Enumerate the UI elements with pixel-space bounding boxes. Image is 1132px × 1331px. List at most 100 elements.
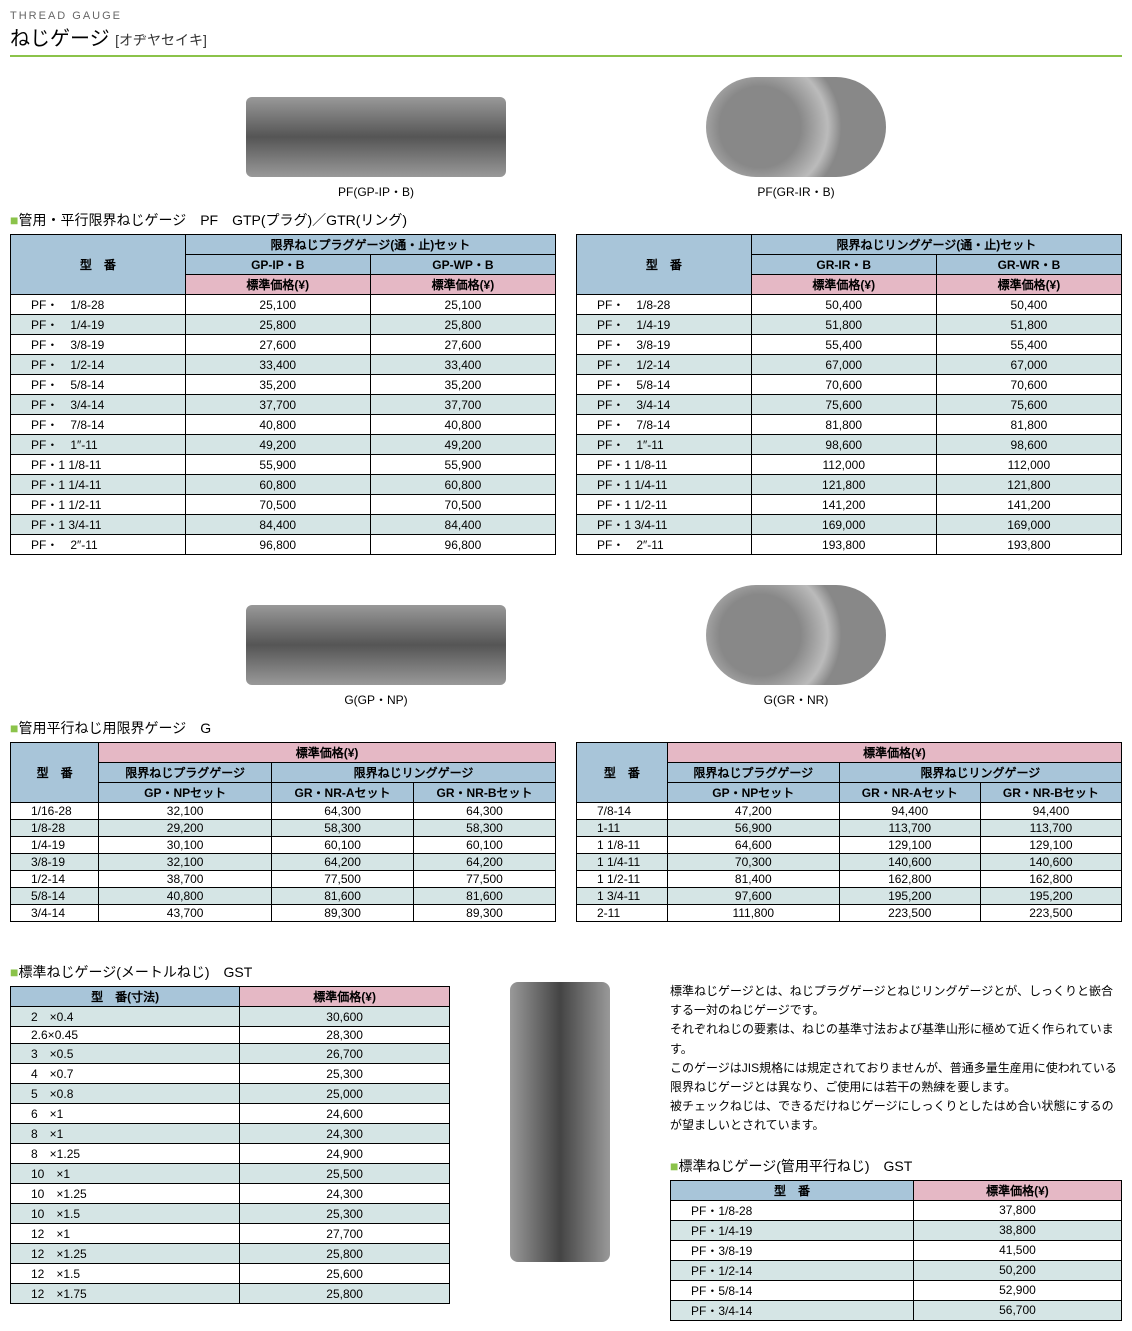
table-gst-metric: 型 番(寸法)標準価格(¥) 2 ×0.430,6002.6×0.4528,30… [10,986,450,1304]
table-cell: 5 ×0.8 [11,1084,240,1104]
table-cell: 169,000 [751,515,936,535]
table-row: 12 ×1.525,600 [11,1264,450,1284]
table-cell: 140,600 [839,854,980,871]
th-gst-price: 標準価格(¥) [240,987,450,1007]
table-cell: 37,700 [370,395,555,415]
table-cell: 49,200 [370,435,555,455]
table-cell: 113,700 [980,820,1121,837]
table-cell: 60,100 [414,837,556,854]
gauge-vertical-icon [510,982,610,1262]
th-price3: 標準価格(¥) [751,275,936,295]
table-cell: 141,200 [751,495,936,515]
table-row: 10 ×125,500 [11,1164,450,1184]
table-row: 3/4-1443,70089,30089,300 [11,905,556,922]
table-cell: PF・3/8-19 [671,1240,914,1260]
th-grir: GR-IR・B [751,255,936,275]
table-cell: 32,100 [99,803,272,820]
image-row-2: G(GP・NP) G(GR・NR) [10,585,1122,708]
table-cell: 64,300 [414,803,556,820]
table-cell: 70,600 [751,375,936,395]
th-g-price: 標準価格(¥) [99,743,556,763]
table-cell: 25,300 [240,1064,450,1084]
table-row: 10 ×1.525,300 [11,1204,450,1224]
table-row: PF・1 3/4-11169,000169,000 [577,515,1122,535]
table-cell: 111,800 [667,905,839,922]
table-cell: 169,000 [936,515,1121,535]
table-cell: 77,500 [272,871,414,888]
table-cell: 70,500 [370,495,555,515]
table-cell: 141,200 [936,495,1121,515]
table-row: 1 1/4-1170,300140,600140,600 [577,854,1122,871]
section1-tables: 型 番限界ねじプラグゲージ(通・止)セット GP-IP・BGP-WP・B 標準価… [10,234,1122,555]
table-cell: 25,100 [370,295,555,315]
table-cell: 112,000 [751,455,936,475]
table-cell: 24,300 [240,1184,450,1204]
table-cell: 1 1/8-11 [577,837,668,854]
table-cell: 98,600 [936,435,1121,455]
table-cell: 70,300 [667,854,839,871]
table-cell: 1/2-14 [11,871,99,888]
table-cell: 193,800 [936,535,1121,555]
table-row: PF・1 1/4-1160,80060,800 [11,475,556,495]
th-g-c3-r: GR・NR-Bセット [980,783,1121,803]
th-g-c2-r: GR・NR-Aセット [839,783,980,803]
table-cell: 2-11 [577,905,668,922]
table-cell: 2.6×0.45 [11,1027,240,1044]
th-g-model: 型 番 [11,743,99,803]
table-cell: 27,600 [185,335,370,355]
table-cell: PF・ 1/4-19 [577,315,752,335]
table-cell: 81,600 [414,888,556,905]
th-grwr: GR-WR・B [936,255,1121,275]
table-cell: 58,300 [414,820,556,837]
table-cell: 40,800 [370,415,555,435]
table-cell: PF・ 1″-11 [577,435,752,455]
table-row: PF・ 1/2-1433,40033,400 [11,355,556,375]
gauge-ring-icon [706,77,886,177]
th-g-c1: GP・NPセット [99,783,272,803]
table-cell: 55,900 [185,455,370,475]
table-cell: 25,600 [240,1264,450,1284]
table-cell: 67,000 [936,355,1121,375]
th-g-ring-r: 限界ねじリングゲージ [839,763,1121,783]
table-row: PF・ 1″-1198,60098,600 [577,435,1122,455]
table-row: PF・ 7/8-1481,80081,800 [577,415,1122,435]
table-cell: 77,500 [414,871,556,888]
table-row: 12 ×127,700 [11,1224,450,1244]
table-cell: 70,600 [936,375,1121,395]
th-model-r: 型 番 [577,235,752,295]
table-cell: PF・ 1/4-19 [11,315,186,335]
table-cell: 50,200 [913,1260,1121,1280]
table-row: 2 ×0.430,600 [11,1007,450,1027]
table-cell: 51,800 [936,315,1121,335]
table-cell: 64,600 [667,837,839,854]
th-gst4-price: 標準価格(¥) [913,1180,1121,1200]
table-cell: 33,400 [185,355,370,375]
table-cell: PF・ 1/8-28 [577,295,752,315]
table-cell: PF・1 3/4-11 [577,515,752,535]
table-cell: 70,500 [185,495,370,515]
table-cell: 162,800 [980,871,1121,888]
table-cell: 10 ×1 [11,1164,240,1184]
table-cell: 12 ×1.25 [11,1244,240,1264]
table-cell: 3 ×0.5 [11,1044,240,1064]
table-cell: 64,200 [272,854,414,871]
table-cell: 38,700 [99,871,272,888]
table-row: 2-11111,800223,500223,500 [577,905,1122,922]
description: 標準ねじゲージとは、ねじプラグゲージとねじリングゲージとが、しっくりと嵌合する一… [670,982,1122,1136]
th-g-ring: 限界ねじリングゲージ [272,763,556,783]
section2-tables: 型 番標準価格(¥) 限界ねじプラグゲージ限界ねじリングゲージ GP・NPセット… [10,742,1122,922]
table-cell: 64,300 [272,803,414,820]
table-cell: 84,400 [370,515,555,535]
table-cell: 2 ×0.4 [11,1007,240,1027]
th-g-plug-r: 限界ねじプラグゲージ [667,763,839,783]
table-cell: 89,300 [272,905,414,922]
desc-p2: それぞれねじの要素は、ねじの基準寸法および基準山形に極めて近く作られています。 [670,1020,1122,1058]
th-price2: 標準価格(¥) [370,275,555,295]
th-g-c3: GR・NR-Bセット [414,783,556,803]
table-cell: 81,600 [272,888,414,905]
table-cell: 27,600 [370,335,555,355]
image-row-1: PF(GP-IP・B) PF(GR-IR・B) [10,77,1122,200]
table-cell: 12 ×1.5 [11,1264,240,1284]
table-cell: 5/8-14 [11,888,99,905]
table-cell: 8 ×1.25 [11,1144,240,1164]
